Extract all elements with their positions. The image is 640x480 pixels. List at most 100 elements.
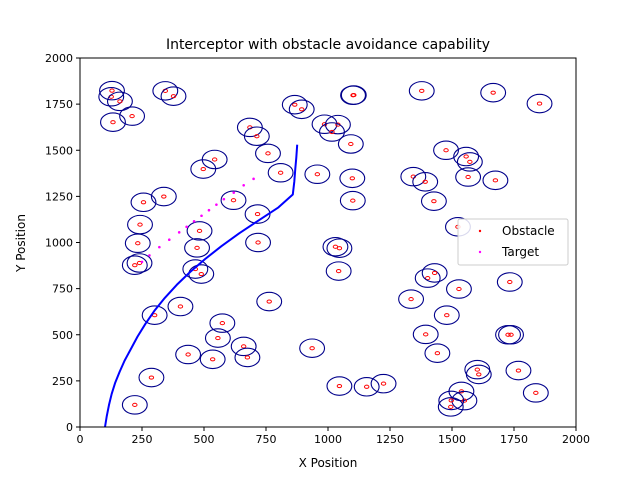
obstacle-circle — [255, 143, 281, 164]
y-tick-label: 750 — [52, 283, 73, 296]
y-tick-label: 1750 — [45, 98, 73, 111]
obstacle-circle — [526, 93, 553, 114]
obstacle-point — [209, 357, 216, 362]
obstacle-circle — [325, 261, 352, 281]
obstacle-point — [266, 299, 272, 304]
x-tick-label: 750 — [256, 433, 277, 446]
obstacle-point — [431, 199, 437, 204]
obstacle-circle — [138, 367, 165, 388]
obstacle-circle — [281, 94, 308, 115]
obstacle-point — [109, 88, 115, 93]
obstacle-circle — [230, 336, 257, 357]
x-tick-label: 2000 — [562, 433, 590, 446]
obstacle-point — [434, 351, 441, 356]
obstacle-point — [408, 297, 414, 302]
obstacle-point — [508, 332, 514, 337]
obstacle-circle — [337, 134, 364, 154]
axes: 0 250 500 750 1000 1250 1500 1750 2000 0 250 500 750… — [45, 52, 590, 446]
obstacle-point — [476, 372, 482, 377]
legend-box — [457, 218, 569, 266]
obstacle-point — [321, 122, 328, 127]
obstacle-circle — [453, 146, 480, 167]
target-point — [148, 254, 151, 257]
obstacle-point — [110, 120, 116, 125]
obstacle-circle — [451, 390, 478, 411]
target-point — [207, 208, 211, 212]
obstacle-point — [137, 222, 143, 227]
obstacle-point — [422, 179, 428, 184]
obstacle-point — [265, 151, 271, 156]
obstacle-point — [170, 94, 177, 99]
obstacle-point — [254, 134, 260, 139]
obstacle-circle — [433, 140, 459, 161]
obstacle-point — [533, 390, 539, 395]
obstacle-circle — [167, 296, 194, 317]
obstacle-circle — [437, 397, 464, 417]
obstacle-circle — [245, 232, 272, 253]
obstacle-circle — [322, 236, 349, 257]
obstacle-point — [196, 228, 203, 233]
obstacle-circle — [130, 192, 157, 213]
obstacle-point — [363, 384, 370, 389]
obstacle-circle — [126, 253, 153, 273]
obstacle-point — [507, 279, 513, 285]
x-axis-label: X Position — [299, 456, 358, 470]
obstacle-circle — [150, 186, 177, 207]
obstacle-point — [219, 321, 226, 326]
obstacle-circle — [340, 85, 367, 105]
y-axis-label: Y Position — [14, 214, 28, 273]
obstacle-circle — [141, 305, 168, 325]
obstacle-point — [536, 101, 543, 106]
obstacle-point — [277, 170, 284, 175]
chart-title: Interceptor with obstacle avoidance capa… — [166, 37, 490, 53]
target-point — [185, 225, 188, 229]
obstacle-point — [292, 102, 298, 107]
x-tick-label: 1500 — [438, 433, 466, 446]
x-tick-label: 1250 — [376, 433, 404, 446]
obstacle-point — [423, 332, 429, 337]
obstacle-circle — [234, 347, 261, 368]
obstacle-point — [515, 368, 522, 373]
obstacle-circle — [370, 373, 397, 394]
obstacle-circle — [421, 263, 448, 283]
obstacle-circle — [398, 289, 425, 309]
obstacle-point — [444, 313, 450, 318]
obstacle-circle — [319, 122, 345, 142]
target-point — [232, 191, 236, 194]
obstacle-circle — [100, 112, 126, 132]
obstacle-point — [329, 129, 335, 135]
obstacle-point — [463, 154, 469, 159]
target-point — [140, 260, 144, 264]
obstacle-point — [244, 355, 251, 360]
obstacle-circle — [456, 152, 483, 172]
obstacle-point — [380, 381, 387, 386]
obstacle-circle — [98, 86, 125, 107]
obstacle-point — [129, 114, 135, 119]
obstacle-point — [348, 141, 354, 147]
obstacle-circle — [119, 106, 146, 126]
obstacle-point — [350, 198, 356, 203]
y-tick-label: 1500 — [45, 144, 73, 157]
obstacle-point — [185, 352, 191, 357]
obstacle-point — [132, 402, 138, 407]
y-tick-label: 0 — [66, 421, 73, 434]
obstacle-circle — [121, 395, 148, 415]
obstacle-circle — [199, 349, 226, 370]
target-point — [200, 214, 203, 218]
obstacle-circle — [220, 190, 247, 211]
obstacle-point — [215, 335, 221, 341]
obstacle-circle — [288, 99, 315, 120]
target-point — [192, 219, 196, 223]
obstacle-circle — [412, 324, 439, 345]
obstacle-point — [299, 107, 305, 112]
obstacle-circle — [99, 80, 125, 101]
obstacle-circle — [152, 81, 179, 101]
obstacle-point — [177, 304, 184, 309]
target-point — [242, 184, 245, 187]
obstacle-circle — [184, 238, 211, 258]
obstacle-point — [448, 404, 454, 409]
obstacle-point — [424, 276, 431, 281]
obstacle-circle — [424, 343, 451, 363]
plot-area — [98, 80, 553, 428]
obstacle-circle — [201, 149, 228, 170]
